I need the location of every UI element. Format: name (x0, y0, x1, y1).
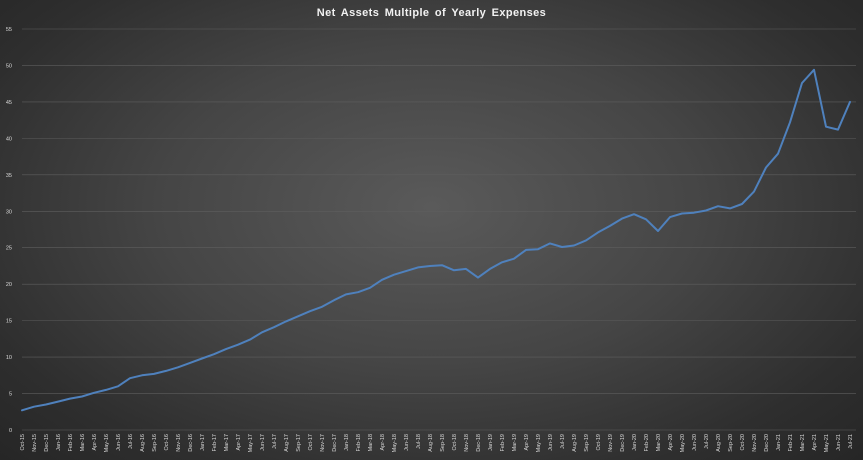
x-tick-label: Jan-18 (344, 434, 350, 451)
x-tick-label: Dec-20 (764, 434, 770, 452)
x-tick-label: Feb-18 (356, 434, 362, 451)
x-tick-label: Jul-17 (272, 434, 278, 449)
x-tick-label: Jul-16 (128, 434, 134, 449)
x-tick-label: Feb-19 (500, 434, 506, 451)
x-tick-label: Jun-20 (692, 434, 698, 451)
x-tick-label: Jun-17 (260, 434, 266, 451)
x-tick-label: Dec-17 (332, 434, 338, 452)
x-tick-label: Nov-20 (752, 434, 758, 452)
x-tick-label: Oct-15 (20, 434, 26, 451)
x-tick-label: May-16 (104, 434, 110, 452)
y-tick-label: 55 (6, 27, 12, 33)
x-tick-label: Oct-19 (596, 434, 602, 451)
x-tick-label: Aug-18 (428, 434, 434, 452)
x-tick-label: Aug-17 (284, 434, 290, 452)
x-tick-label: Feb-17 (212, 434, 218, 451)
x-tick-label: Nov-15 (32, 434, 38, 452)
y-tick-label: 35 (6, 173, 12, 179)
x-axis-ticks: Oct-15 Nov-15 Dec-15 Jan-16 Feb-16 Mar-16 Apr-… (20, 434, 854, 452)
x-tick-label: Nov-18 (464, 434, 470, 452)
x-tick-label: Oct-18 (452, 434, 458, 451)
x-tick-label: Apr-20 (668, 434, 674, 451)
x-tick-label: Jul-19 (560, 434, 566, 449)
y-tick-label: 50 (6, 63, 12, 69)
x-tick-label: May-19 (536, 434, 542, 452)
y-tick-label: 25 (6, 246, 12, 252)
y-tick-label: 40 (6, 136, 12, 142)
x-tick-label: May-21 (824, 434, 830, 452)
x-tick-label: Apr-17 (236, 434, 242, 451)
x-tick-label: Jul-21 (848, 434, 854, 449)
x-tick-label: Sep-19 (584, 434, 590, 452)
x-tick-label: Jul-20 (704, 434, 710, 449)
x-tick-label: Mar-18 (368, 434, 374, 451)
x-tick-label: Jun-18 (404, 434, 410, 451)
x-tick-label: Jan-17 (200, 434, 206, 451)
y-tick-label: 15 (6, 319, 12, 325)
y-axis-ticks: 0 5 10 15 20 25 30 35 40 45 50 55 (6, 27, 12, 434)
x-tick-label: Nov-19 (608, 434, 614, 452)
x-tick-label: Mar-19 (512, 434, 518, 451)
x-tick-label: Oct-20 (740, 434, 746, 451)
x-tick-label: Oct-16 (164, 434, 170, 451)
x-tick-label: Feb-16 (68, 434, 74, 451)
series-line (21, 68, 851, 412)
y-tick-label: 0 (9, 428, 12, 434)
x-tick-label: Jan-16 (56, 434, 62, 451)
x-tick-label: Dec-18 (476, 434, 482, 452)
x-tick-label: Dec-15 (44, 434, 50, 452)
x-tick-label: Mar-16 (80, 434, 86, 451)
y-tick-label: 10 (6, 355, 12, 361)
series-layer (21, 68, 851, 412)
x-tick-label: Jan-21 (776, 434, 782, 451)
x-tick-label: Oct-17 (308, 434, 314, 451)
x-tick-label: Feb-21 (788, 434, 794, 451)
x-tick-label: Dec-16 (188, 434, 194, 452)
x-tick-label: Sep-18 (440, 434, 446, 452)
x-tick-label: Aug-16 (140, 434, 146, 452)
x-tick-label: Apr-16 (92, 434, 98, 451)
x-tick-label: Jul-18 (416, 434, 422, 449)
x-tick-label: Jun-16 (116, 434, 122, 451)
x-tick-label: Jun-21 (836, 434, 842, 451)
y-tick-label: 30 (6, 209, 12, 215)
y-tick-label: 5 (9, 392, 12, 398)
x-tick-label: Aug-19 (572, 434, 578, 452)
gridlines (22, 28, 856, 431)
y-tick-label: 45 (6, 100, 12, 106)
y-tick-label: 20 (6, 282, 12, 288)
x-tick-label: May-20 (680, 434, 686, 452)
x-tick-label: Jan-20 (632, 434, 638, 451)
x-tick-label: May-18 (392, 434, 398, 452)
x-tick-label: Nov-16 (176, 434, 182, 452)
x-tick-label: Aug-20 (716, 434, 722, 452)
x-tick-label: Mar-21 (800, 434, 806, 451)
x-tick-label: Dec-19 (620, 434, 626, 452)
x-tick-label: May-17 (248, 434, 254, 452)
x-tick-label: Sep-16 (152, 434, 158, 452)
x-tick-label: Apr-18 (380, 434, 386, 451)
x-tick-label: Mar-17 (224, 434, 230, 451)
x-tick-label: Jan-19 (488, 434, 494, 451)
x-tick-label: Sep-17 (296, 434, 302, 452)
x-tick-label: Apr-19 (524, 434, 530, 451)
x-tick-label: Apr-21 (812, 434, 818, 451)
x-tick-label: Jun-19 (548, 434, 554, 451)
x-tick-label: Nov-17 (320, 434, 326, 452)
chart-title: Net Assets Multiple of Yearly Expenses (316, 7, 547, 19)
x-tick-label: Sep-20 (728, 434, 734, 452)
x-tick-label: Mar-20 (656, 434, 662, 451)
x-tick-label: Feb-20 (644, 434, 650, 451)
